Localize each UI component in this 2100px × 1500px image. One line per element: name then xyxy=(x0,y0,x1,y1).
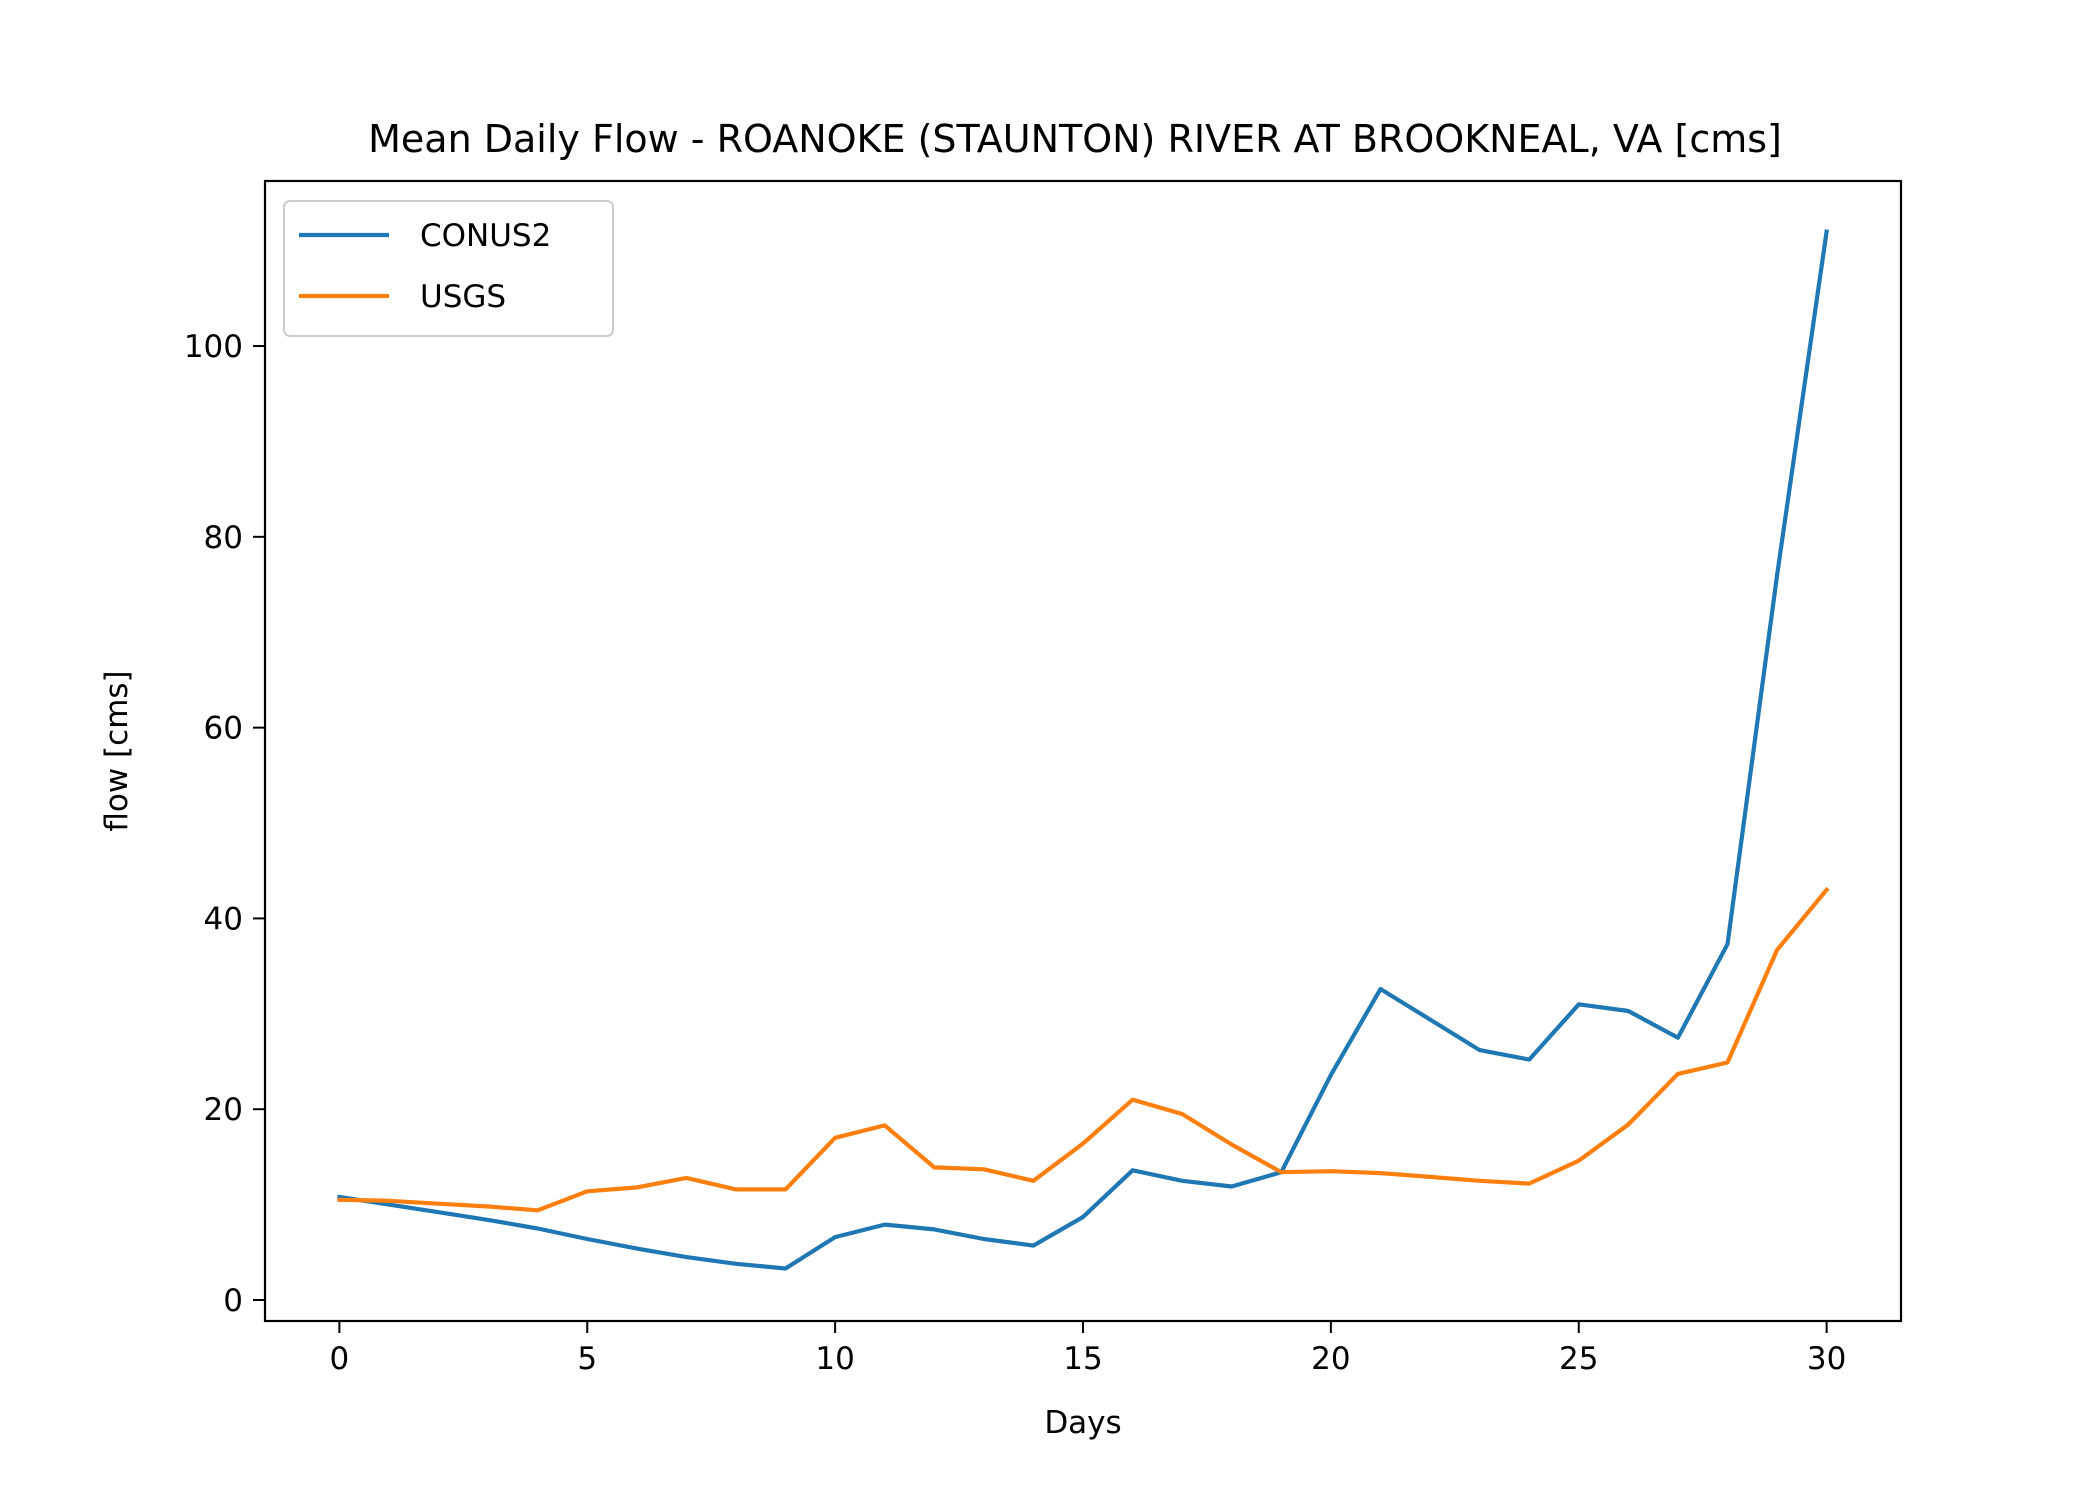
legend: CONUS2 USGS xyxy=(284,201,613,336)
x-tick-label: 20 xyxy=(1311,1341,1350,1377)
y-tick-label: 80 xyxy=(204,520,243,556)
x-tick-label: 5 xyxy=(577,1341,597,1377)
y-tick-label: 20 xyxy=(204,1092,243,1128)
x-tick-label: 15 xyxy=(1063,1341,1102,1377)
y-tick-label: 0 xyxy=(223,1283,243,1319)
y-tick-label: 40 xyxy=(204,901,243,937)
x-tick-label: 10 xyxy=(815,1341,854,1377)
x-axis-label: Days xyxy=(1044,1405,1121,1441)
y-axis-label: flow [cms] xyxy=(99,670,135,831)
y-tick-label: 60 xyxy=(204,711,243,747)
x-tick-label: 25 xyxy=(1559,1341,1598,1377)
legend-label-usgs: USGS xyxy=(420,279,506,315)
x-tick-label: 0 xyxy=(329,1341,349,1377)
y-tick-label: 100 xyxy=(184,329,243,365)
chart-title: Mean Daily Flow - ROANOKE (STAUNTON) RIV… xyxy=(368,117,1782,161)
x-tick-label: 30 xyxy=(1807,1341,1846,1377)
legend-label-conus2: CONUS2 xyxy=(420,218,551,254)
